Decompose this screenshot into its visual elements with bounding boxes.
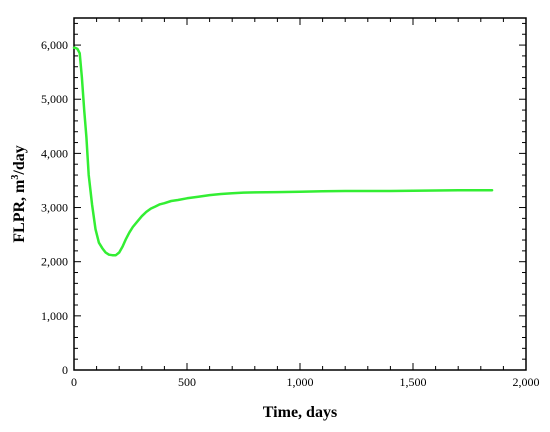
x-tick-label: 1,000 (287, 375, 314, 389)
y-tick-label: 4,000 (41, 146, 68, 160)
y-tick-label: 3,000 (41, 201, 68, 215)
y-axis-title-sup: 3 (10, 175, 21, 180)
y-axis-title: FLPR, m3/day (10, 145, 28, 242)
x-tick-label: 0 (71, 375, 77, 389)
y-tick-label: 2,000 (41, 255, 68, 269)
y-axis-title-main: FLPR, m (11, 179, 28, 243)
tick-labels-group: 0 500 1,000 1,500 2,000 0 1,000 2,000 3,000 4,000… (41, 38, 540, 389)
y-tick-label: 6,000 (41, 38, 68, 52)
x-tick-label: 2,000 (513, 375, 540, 389)
series-line (72, 46, 494, 257)
x-axis-title: Time, days (263, 404, 337, 421)
y-tick-label: 5,000 (41, 92, 68, 106)
ticks-group (73, 18, 527, 371)
y-axis-title-tail: /day (11, 145, 28, 175)
x-tick-label: 500 (178, 375, 196, 389)
y-tick-label: 0 (62, 363, 68, 377)
y-tick-label: 1,000 (41, 309, 68, 323)
plot-frame (73, 17, 527, 371)
x-tick-label: 1,500 (400, 375, 427, 389)
